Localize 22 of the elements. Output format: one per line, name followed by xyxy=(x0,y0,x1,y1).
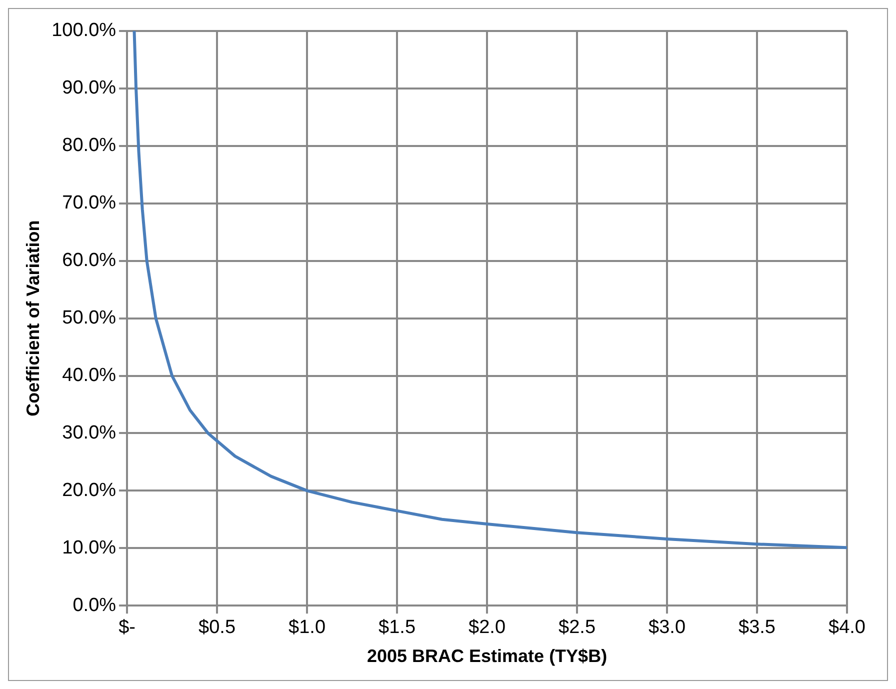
x-tick-label: $1.5 xyxy=(378,617,416,638)
y-tick-label: 40.0% xyxy=(62,364,116,386)
x-tick-label: $4.0 xyxy=(828,617,866,638)
y-tick-label: 30.0% xyxy=(62,422,116,444)
x-axis-title: 2005 BRAC Estimate (TY$B) xyxy=(366,646,608,666)
y-tick-label: 100.0% xyxy=(52,20,116,42)
y-tick-label: 80.0% xyxy=(62,135,116,156)
y-tick-label: 20.0% xyxy=(62,480,116,501)
x-tick-label: $3.5 xyxy=(738,617,776,638)
y-axis-title: Coefficient of Variation xyxy=(22,220,43,416)
x-tick-label: $1.0 xyxy=(288,617,326,638)
x-tick-label: $2.0 xyxy=(468,617,506,638)
y-tick-label: 0.0% xyxy=(72,594,116,616)
y-tick-label: 60.0% xyxy=(62,250,116,272)
x-tick-label: $2.5 xyxy=(558,617,596,638)
y-tick-label: 50.0% xyxy=(62,308,116,329)
y-tick-label: 70.0% xyxy=(62,192,116,214)
x-tick-label: $3.0 xyxy=(648,617,686,638)
x-tick-label: $- xyxy=(118,617,136,638)
x-tick-label: $0.5 xyxy=(198,617,236,638)
y-tick-label: 10.0% xyxy=(62,537,116,558)
y-tick-label: 90.0% xyxy=(62,78,116,99)
